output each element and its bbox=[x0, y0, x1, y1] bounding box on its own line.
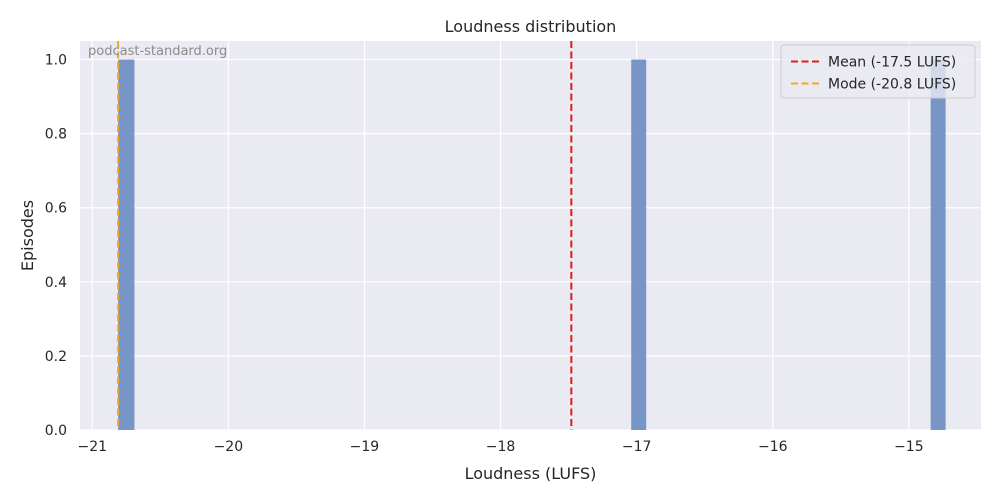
reference-lines bbox=[117, 41, 573, 430]
y-tick-label: 0.6 bbox=[45, 201, 67, 217]
x-axis-label: Loudness (LUFS) bbox=[465, 464, 597, 483]
legend-mode-label: Mode (-20.8 LUFS) bbox=[828, 77, 956, 93]
x-tick-label: −16 bbox=[758, 439, 788, 455]
histogram-bar bbox=[118, 59, 135, 431]
x-tick-label: −20 bbox=[214, 439, 244, 455]
x-tick-label: −15 bbox=[894, 439, 924, 455]
histogram-bars bbox=[118, 59, 946, 431]
x-tick-label: −21 bbox=[77, 439, 107, 455]
histogram-bar bbox=[631, 59, 647, 431]
watermark-text: podcast-standard.org bbox=[88, 44, 227, 59]
y-tick-label: 1.0 bbox=[45, 53, 67, 69]
y-tick-label: 0.0 bbox=[45, 423, 67, 439]
chart-title: Loudness distribution bbox=[445, 17, 617, 36]
legend-box bbox=[780, 44, 976, 99]
legend: Mean (-17.5 LUFS) Mode (-20.8 LUFS) bbox=[780, 44, 976, 99]
y-tick-label: 0.4 bbox=[45, 275, 67, 291]
y-tick-label: 0.2 bbox=[45, 349, 67, 365]
x-axis-ticks: −21 −20 −19 −18 −17 −16 −15 bbox=[77, 439, 923, 455]
y-tick-label: 0.8 bbox=[45, 127, 67, 143]
grid-lines bbox=[80, 41, 981, 431]
x-tick-label: −17 bbox=[622, 439, 652, 455]
plot-area bbox=[80, 41, 981, 430]
legend-mean-label: Mean (-17.5 LUFS) bbox=[828, 55, 956, 71]
y-axis-ticks: 0.0 0.2 0.4 0.6 0.8 1.0 bbox=[45, 53, 67, 439]
x-tick-label: −19 bbox=[350, 439, 380, 455]
x-tick-label: −18 bbox=[486, 439, 516, 455]
histogram-bar bbox=[930, 59, 946, 431]
y-axis-label: Episodes bbox=[18, 200, 37, 271]
